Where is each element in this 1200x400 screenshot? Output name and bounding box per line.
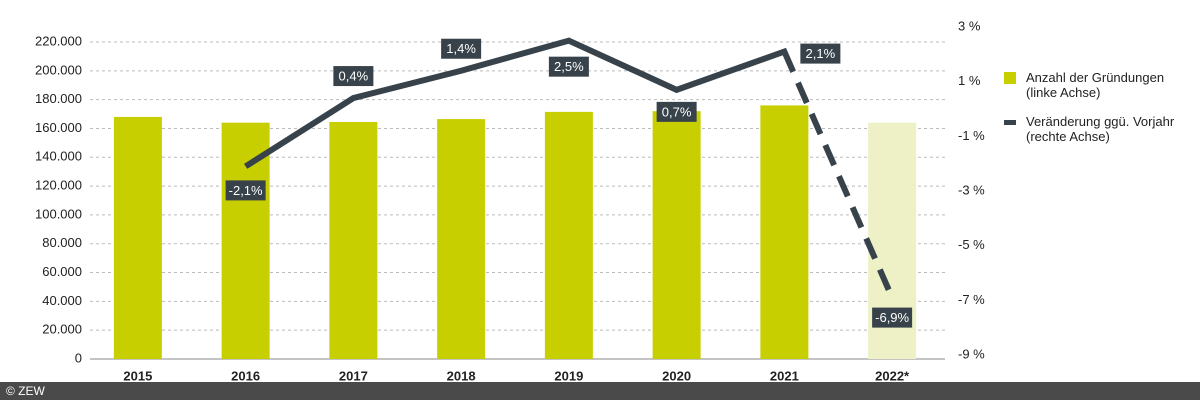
y-tick-label: 140.000 (35, 149, 82, 164)
y2-tick-label: 3 % (958, 18, 981, 33)
value-label-text: 0,7% (662, 104, 692, 119)
legend-swatch (1004, 72, 1016, 84)
x-tick-label: 2016 (231, 368, 260, 382)
y2-tick-label: 1 % (958, 73, 981, 88)
y-tick-label: 220.000 (35, 33, 82, 48)
footer: © ZEW (0, 382, 1200, 400)
bar (544, 111, 593, 359)
value-label-text: 2,5% (554, 59, 584, 74)
legend-item: Anzahl der Gründungen (linke Achse) (1004, 70, 1184, 100)
y-tick-label: 100.000 (35, 206, 82, 221)
chart: 0 20.000 40.000 60.000 80.000 100.000 120.000 1… (35, 18, 985, 383)
x-tick-label: 2022* (875, 368, 910, 382)
x-tick-label: 2019 (554, 368, 583, 382)
y-tick-label: 200.000 (35, 62, 82, 77)
x-tick-label: 2020 (662, 368, 691, 382)
bar (329, 121, 378, 359)
value-label: 1,4% (441, 38, 482, 59)
x-tick-label: 2021 (770, 368, 799, 382)
y-tick-label: 80.000 (42, 235, 82, 250)
value-label-box (872, 307, 913, 328)
bar (113, 116, 162, 359)
x-tick-label: 2018 (447, 368, 476, 382)
bar (221, 122, 270, 359)
y-tick-label: 60.000 (42, 264, 82, 279)
x-tick-label: 2017 (339, 368, 368, 382)
y-tick-label: 0 (75, 350, 82, 365)
value-label-text: 2,1% (806, 46, 836, 61)
legend-swatch (1004, 120, 1016, 125)
y-tick-label: 40.000 (42, 293, 82, 308)
value-label-box (333, 66, 374, 87)
y-tick-label: 160.000 (35, 120, 82, 135)
value-label-text: -6,9% (875, 310, 909, 325)
y2-tick-label: -7 % (958, 292, 985, 307)
value-label-text: -2,1% (229, 183, 263, 198)
legend: Anzahl der Gründungen (linke Achse) Verän… (1004, 70, 1184, 158)
value-label-box (548, 56, 589, 77)
bar (760, 105, 809, 360)
value-label: -6,9% (872, 307, 913, 328)
value-label: 0,4% (333, 66, 374, 87)
value-label-text: 1,4% (446, 41, 476, 56)
value-label-box (656, 101, 697, 122)
legend-item: Veränderung ggü. Vorjahr (rechte Achse) (1004, 114, 1184, 144)
value-label: -2,1% (225, 180, 266, 201)
value-label-text: 0,4% (339, 69, 369, 84)
y-tick-label: 180.000 (35, 91, 82, 106)
y-tick-label: 120.000 (35, 178, 82, 193)
legend-label: Anzahl der Gründungen (linke Achse) (1026, 70, 1165, 100)
y2-tick-label: -9 % (958, 346, 985, 361)
legend-label: Veränderung ggü. Vorjahr (rechte Achse) (1026, 114, 1175, 144)
value-label-box (225, 180, 266, 201)
value-label: 2,5% (548, 56, 589, 77)
y2-tick-label: -1 % (958, 128, 985, 143)
x-tick-label: 2015 (123, 368, 152, 382)
y2-tick-label: -5 % (958, 237, 985, 252)
line (244, 37, 895, 299)
bar (652, 111, 701, 359)
value-label-box (800, 43, 841, 64)
y-tick-label: 20.000 (42, 322, 82, 337)
bar (437, 119, 486, 359)
value-label: 0,7% (656, 101, 697, 122)
value-label: 2,1% (800, 43, 841, 64)
y2-tick-label: -3 % (958, 182, 985, 197)
value-label-box (441, 38, 482, 59)
